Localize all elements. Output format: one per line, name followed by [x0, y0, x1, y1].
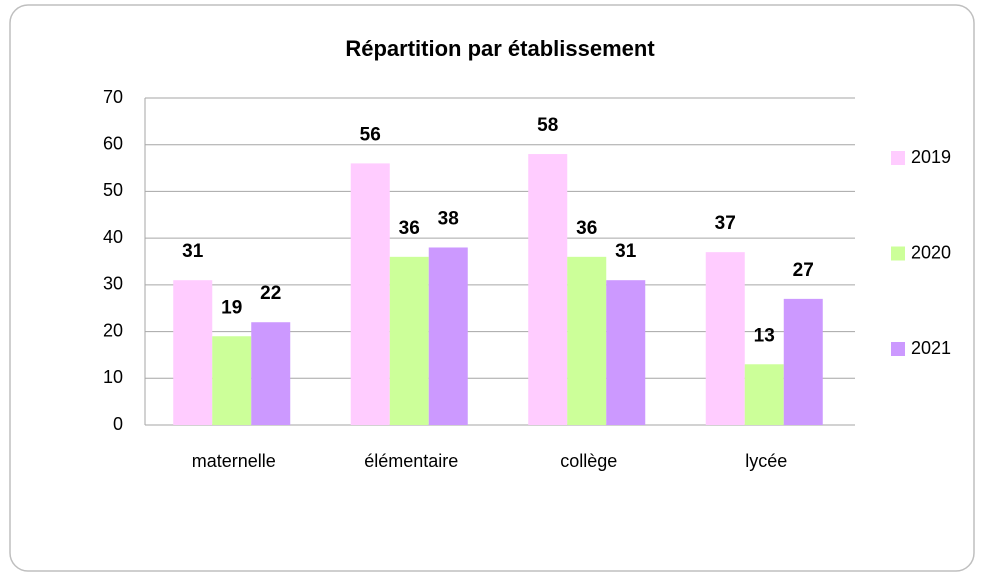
legend-label: 2021: [911, 338, 951, 358]
bar: [350, 163, 390, 425]
y-tick-label: 30: [103, 274, 123, 294]
bar: [705, 252, 745, 425]
bar: [606, 280, 646, 425]
bar: [212, 336, 252, 425]
chart-title: Répartition par établissement: [345, 36, 655, 61]
data-label: 37: [715, 213, 736, 234]
data-label: 56: [360, 124, 381, 145]
data-label: 31: [615, 241, 637, 262]
data-label: 36: [399, 218, 420, 239]
chart-frame: [9, 4, 975, 572]
bar: [251, 322, 291, 425]
bar: [428, 247, 468, 425]
y-tick-label: 20: [103, 320, 123, 340]
y-tick-label: 50: [103, 180, 123, 200]
bar: [173, 280, 213, 425]
legend-swatch: [891, 246, 905, 261]
y-tick-label: 60: [103, 133, 123, 153]
data-label: 22: [260, 283, 281, 304]
x-tick-label: lycée: [745, 451, 787, 471]
data-label: 27: [793, 260, 814, 281]
data-label: 19: [221, 297, 242, 318]
data-label: 13: [754, 325, 775, 346]
y-tick-label: 70: [103, 87, 123, 107]
data-label: 31: [182, 241, 204, 262]
x-tick-label: collège: [560, 451, 617, 471]
bar: [567, 256, 607, 425]
data-label: 38: [438, 209, 459, 230]
bar: [744, 364, 784, 425]
legend-label: 2019: [911, 147, 951, 167]
bar: [389, 256, 429, 425]
x-tick-label: maternelle: [192, 451, 276, 471]
y-tick-label: 40: [103, 227, 123, 247]
legend-swatch: [891, 151, 905, 165]
y-tick-label: 10: [103, 367, 123, 387]
legend-swatch: [891, 342, 905, 356]
data-label: 36: [576, 218, 597, 239]
data-label: 58: [537, 115, 558, 136]
x-tick-label: élémentaire: [364, 451, 458, 471]
bar: [783, 298, 823, 425]
y-tick-label: 0: [113, 414, 123, 434]
bar: [528, 154, 568, 426]
legend-label: 2020: [911, 242, 951, 262]
